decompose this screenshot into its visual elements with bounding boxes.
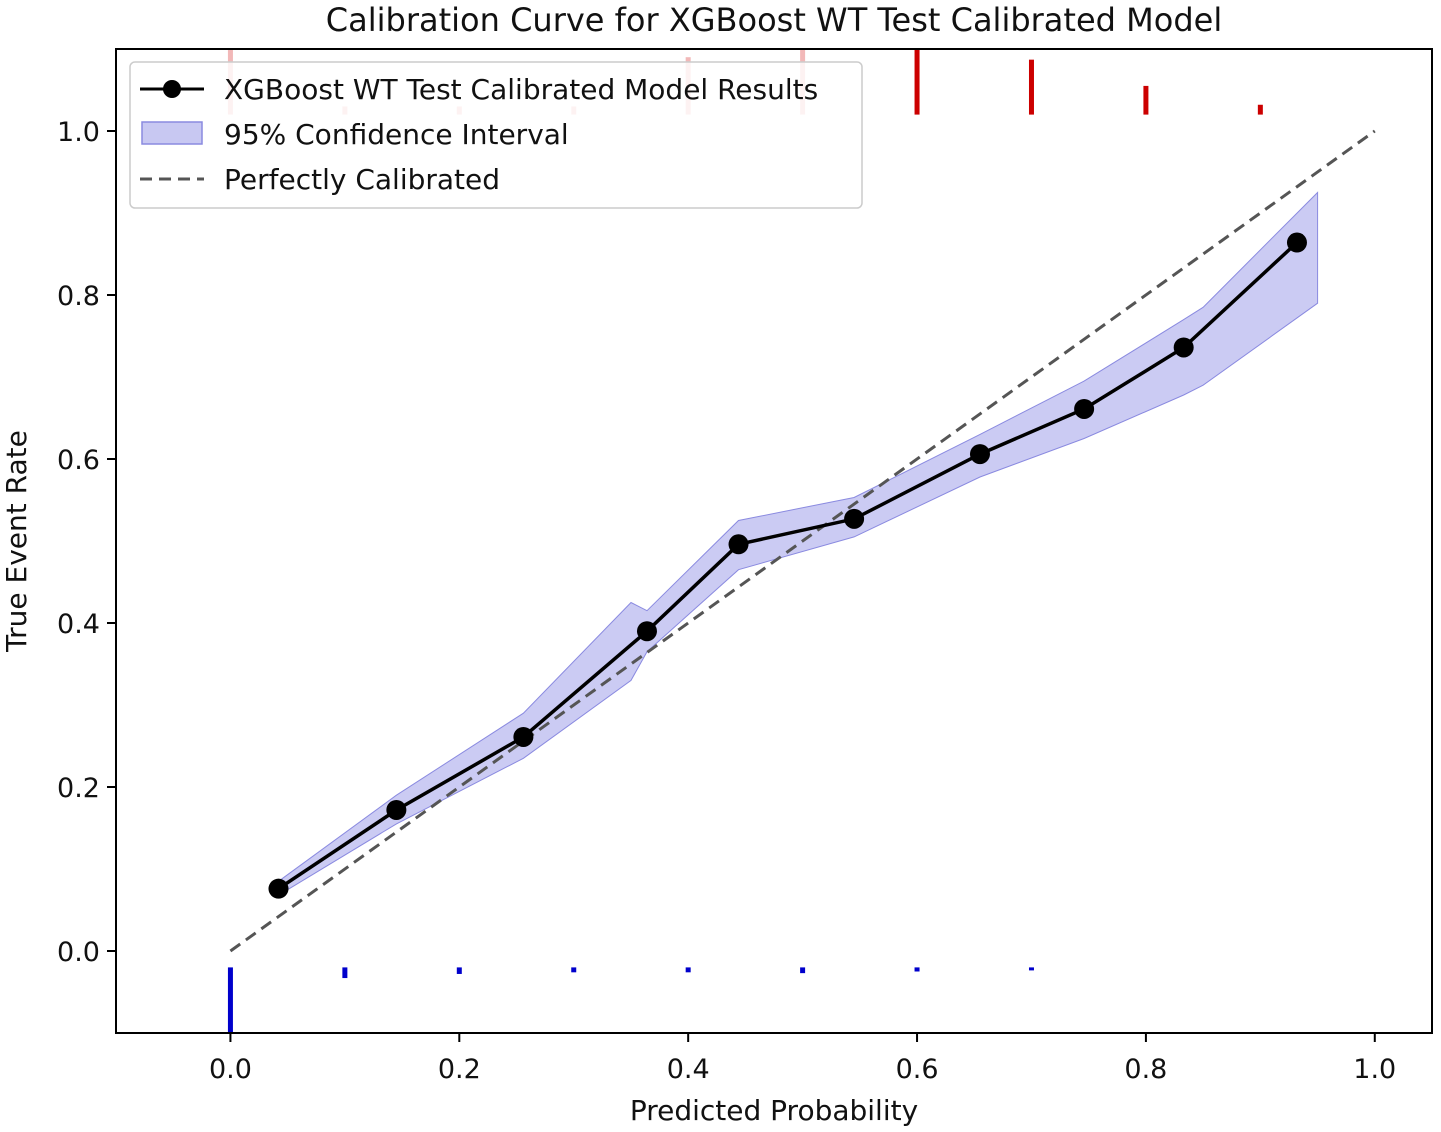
x-tick-label: 0.6 — [896, 1054, 939, 1085]
axes-frame — [115, 48, 1433, 1034]
model-point — [268, 878, 289, 899]
model-point — [513, 726, 534, 747]
legend-label-perfect: Perfectly Calibrated — [224, 163, 500, 196]
y-tick-label: 0.2 — [57, 773, 100, 804]
legend-band-swatch — [141, 121, 203, 145]
y-tick-label: 0.0 — [57, 937, 100, 968]
rug-mark-negative — [227, 967, 233, 1033]
model-point — [728, 534, 749, 555]
perfect-calibration-line — [229, 129, 1376, 953]
rug-mark-negative — [342, 967, 348, 979]
x-tick-label: 1.0 — [1353, 1054, 1396, 1085]
x-tick-label: 0.4 — [667, 1054, 710, 1085]
model-results-line — [277, 241, 1299, 891]
legend-marker-swatch — [163, 80, 181, 98]
x-tick-label: 0.8 — [1124, 1054, 1167, 1085]
rug-mark-positive — [1257, 104, 1263, 115]
rug-mark-positive — [1143, 85, 1149, 115]
rug-mark-negative — [571, 967, 577, 973]
legend: XGBoost WT Test Calibrated Model Results… — [129, 61, 863, 209]
y-axis-label: True Event Rate — [0, 430, 33, 653]
legend-label-model: XGBoost WT Test Calibrated Model Results — [224, 73, 818, 106]
model-point — [1286, 232, 1307, 253]
confidence-band — [278, 191, 1319, 897]
x-axis: 0.0 0.2 0.4 0.6 0.8 1.0 — [209, 1033, 1396, 1085]
legend-label-ci: 95% Confidence Interval — [224, 118, 569, 151]
y-tick-label: 1.0 — [57, 117, 100, 148]
model-point — [636, 621, 657, 642]
rug-mark-negative — [800, 967, 806, 974]
x-axis-label: Predicted Probability — [630, 1094, 918, 1127]
y-tick-label: 0.4 — [57, 609, 100, 640]
rug-mark-negative — [914, 967, 920, 972]
rug-mark-negative — [1028, 967, 1034, 971]
model-point — [844, 508, 865, 529]
model-point — [969, 444, 990, 465]
y-tick-label: 0.8 — [57, 281, 100, 312]
rug-mark-positive — [914, 49, 920, 115]
legend-box — [129, 61, 863, 209]
chart-title: Calibration Curve for XGBoost WT Test Ca… — [326, 1, 1222, 39]
rug-mark-negative — [685, 967, 691, 973]
x-tick-label: 0.2 — [438, 1054, 481, 1085]
x-tick-label: 0.0 — [209, 1054, 252, 1085]
model-point — [386, 799, 407, 820]
rug-mark-positive — [1028, 59, 1034, 115]
plot-area — [227, 49, 1376, 1033]
model-point — [1173, 337, 1194, 358]
rug-mark-negative — [456, 967, 462, 974]
y-axis: 0.0 0.2 0.4 0.6 0.8 1.0 — [57, 117, 116, 968]
y-tick-label: 0.6 — [57, 445, 100, 476]
model-point — [1074, 398, 1095, 419]
